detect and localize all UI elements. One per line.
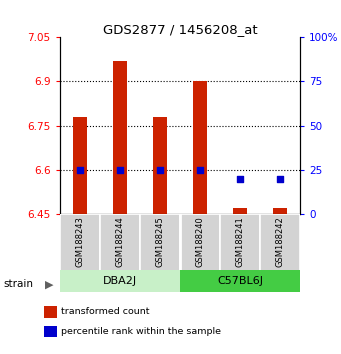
Point	[197, 167, 203, 173]
Text: DBA2J: DBA2J	[103, 276, 137, 286]
Point	[117, 167, 122, 173]
Point	[277, 176, 283, 182]
Bar	[260, 214, 300, 271]
Bar	[233, 208, 247, 214]
Bar	[220, 214, 260, 271]
Bar	[140, 214, 180, 271]
Point	[157, 167, 163, 173]
Text: GSM188240: GSM188240	[195, 216, 204, 267]
Text: GSM188245: GSM188245	[155, 216, 164, 267]
Text: GSM188242: GSM188242	[276, 216, 284, 267]
Bar	[60, 270, 180, 292]
Point	[77, 167, 83, 173]
Text: ▶: ▶	[45, 279, 54, 289]
Title: GDS2877 / 1456208_at: GDS2877 / 1456208_at	[103, 23, 257, 36]
Text: strain: strain	[3, 279, 33, 289]
Text: GSM188243: GSM188243	[75, 216, 84, 267]
Bar	[100, 214, 140, 271]
Text: GSM188241: GSM188241	[236, 216, 244, 267]
Bar	[180, 270, 300, 292]
Bar	[180, 214, 220, 271]
Bar	[153, 117, 167, 214]
Bar	[193, 81, 207, 214]
Bar	[113, 61, 127, 214]
Text: transformed count: transformed count	[61, 307, 149, 316]
Bar	[273, 208, 287, 214]
Text: percentile rank within the sample: percentile rank within the sample	[61, 327, 221, 336]
Point	[237, 176, 243, 182]
Text: GSM188244: GSM188244	[115, 216, 124, 267]
Text: C57BL6J: C57BL6J	[217, 276, 263, 286]
Bar	[73, 117, 87, 214]
Bar	[60, 214, 100, 271]
